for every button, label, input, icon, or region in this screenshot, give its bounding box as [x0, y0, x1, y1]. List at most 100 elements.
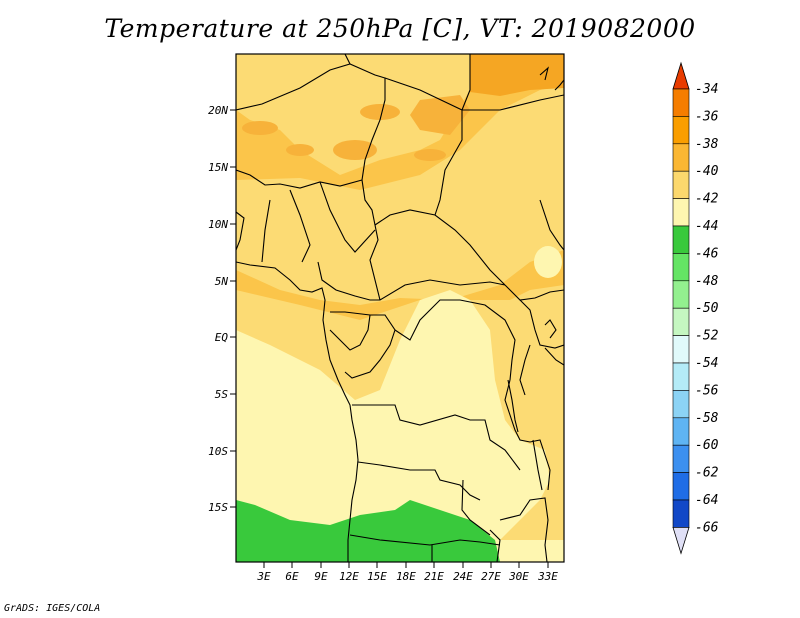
- lon-tick-label: 6E: [285, 570, 299, 583]
- colorbar-label: -58: [695, 411, 719, 426]
- field-band-44-46-south: [236, 500, 500, 562]
- lat-tick-label: 5N: [215, 275, 229, 288]
- colorbar-swatch: [672, 280, 690, 309]
- coastline: [554, 79, 564, 91]
- colorbar-swatch: [672, 116, 690, 145]
- map-title: Temperature at 250hPa [C], VT: 201908200…: [104, 14, 696, 43]
- colorbar-swatch: [672, 335, 690, 364]
- colorbar-label: -38: [695, 137, 719, 152]
- field-patch: [414, 149, 446, 161]
- border: [349, 534, 501, 546]
- border: [504, 284, 564, 301]
- field-patch: [242, 121, 278, 135]
- colorbar-swatch: [672, 253, 690, 282]
- lon-tick-label: 9E: [314, 570, 328, 583]
- colorbar-label: -56: [695, 383, 719, 398]
- lake: [532, 439, 543, 491]
- colorbar-top-arrow: [672, 61, 690, 90]
- field-patch: [534, 246, 562, 278]
- border: [519, 344, 531, 396]
- coastline: [539, 66, 549, 81]
- field-patch: [333, 140, 377, 160]
- field-band-40-42-north: [236, 54, 470, 175]
- lon-tick-label: 12E: [339, 570, 359, 583]
- border: [519, 299, 564, 349]
- lon-tick-label: 33E: [537, 570, 558, 583]
- border: [261, 199, 271, 263]
- border: [330, 311, 396, 379]
- border: [489, 529, 501, 562]
- colorbar-label: -52: [695, 329, 719, 344]
- colorbar-label: -36: [695, 109, 719, 124]
- lon-tick-label: 15E: [367, 570, 387, 583]
- lat-tick-label: 15N: [208, 161, 228, 174]
- border: [329, 314, 371, 351]
- border: [369, 224, 381, 301]
- border: [504, 379, 551, 491]
- coastline: [236, 261, 359, 562]
- colorbar-swatch: [672, 198, 690, 227]
- colorbar-swatch: [672, 143, 690, 172]
- border: [352, 404, 521, 471]
- colorbar-swatch: [672, 472, 690, 501]
- grads-credit: GrADS: IGES/COLA: [4, 603, 101, 614]
- colorbar-label: -62: [695, 466, 719, 481]
- colorbar-label: -50: [695, 301, 719, 316]
- border: [319, 181, 376, 253]
- colorbar-swatch: [672, 170, 690, 199]
- lon-tick-label: 21E: [424, 570, 444, 583]
- coastline: [236, 211, 245, 251]
- colorbar-swatch: [672, 88, 690, 117]
- colorbar-label: -60: [695, 438, 719, 453]
- colorbar-label: -46: [695, 246, 719, 261]
- border: [344, 54, 351, 65]
- border: [461, 479, 491, 536]
- colorbar-label: -48: [695, 274, 719, 289]
- temperature-field: [236, 54, 564, 562]
- lat-tick-label: 10N: [208, 218, 228, 231]
- colorbar-label: -44: [695, 219, 718, 234]
- lat-tick-label: 15S: [208, 501, 228, 514]
- border: [394, 299, 516, 381]
- lat-tick-label: 5S: [215, 388, 229, 401]
- border: [289, 189, 311, 263]
- border: [462, 94, 564, 111]
- border: [544, 347, 564, 366]
- field-patch: [286, 144, 314, 156]
- lat-tick-label: EQ: [215, 331, 229, 344]
- colorbar-swatch: [672, 225, 690, 254]
- latitude-axis: 20N 15N 10N 5N EQ 5S 10S 15S: [208, 104, 236, 514]
- lake: [507, 379, 519, 433]
- lon-tick-label: 30E: [508, 570, 529, 583]
- colorbar-swatch: [672, 362, 690, 391]
- colorbar-label: -42: [695, 192, 719, 207]
- lon-tick-label: 3E: [256, 570, 271, 583]
- map-frame: [235, 53, 565, 563]
- colorbar-swatch: [672, 444, 690, 473]
- colorbar-label: -54: [695, 356, 718, 371]
- colorbar-swatch: [672, 307, 690, 336]
- field-patch: [360, 104, 400, 120]
- longitude-axis: 3E 6E 9E 12E 15E 18E 21E 24E 27E 30E 33E: [256, 562, 558, 583]
- border: [499, 497, 549, 562]
- lake: [544, 319, 557, 339]
- country-borders: [236, 54, 564, 562]
- border: [236, 63, 386, 226]
- lon-tick-label: 18E: [396, 570, 416, 583]
- lat-tick-label: 10S: [208, 445, 228, 458]
- border: [384, 77, 463, 216]
- border: [374, 209, 506, 286]
- field-band-36-38-northeast: [470, 54, 564, 96]
- colorbar-swatch: [672, 499, 690, 528]
- border: [461, 54, 471, 111]
- border: [317, 261, 506, 301]
- border: [357, 461, 481, 501]
- colorbar-label: -40: [695, 164, 719, 179]
- colorbar-label: -64: [695, 493, 718, 508]
- colorbar-swatch: [672, 417, 690, 446]
- border: [539, 199, 564, 251]
- colorbar-swatch: [672, 390, 690, 419]
- lat-tick-label: 20N: [208, 104, 228, 117]
- lon-tick-label: 27E: [481, 570, 501, 583]
